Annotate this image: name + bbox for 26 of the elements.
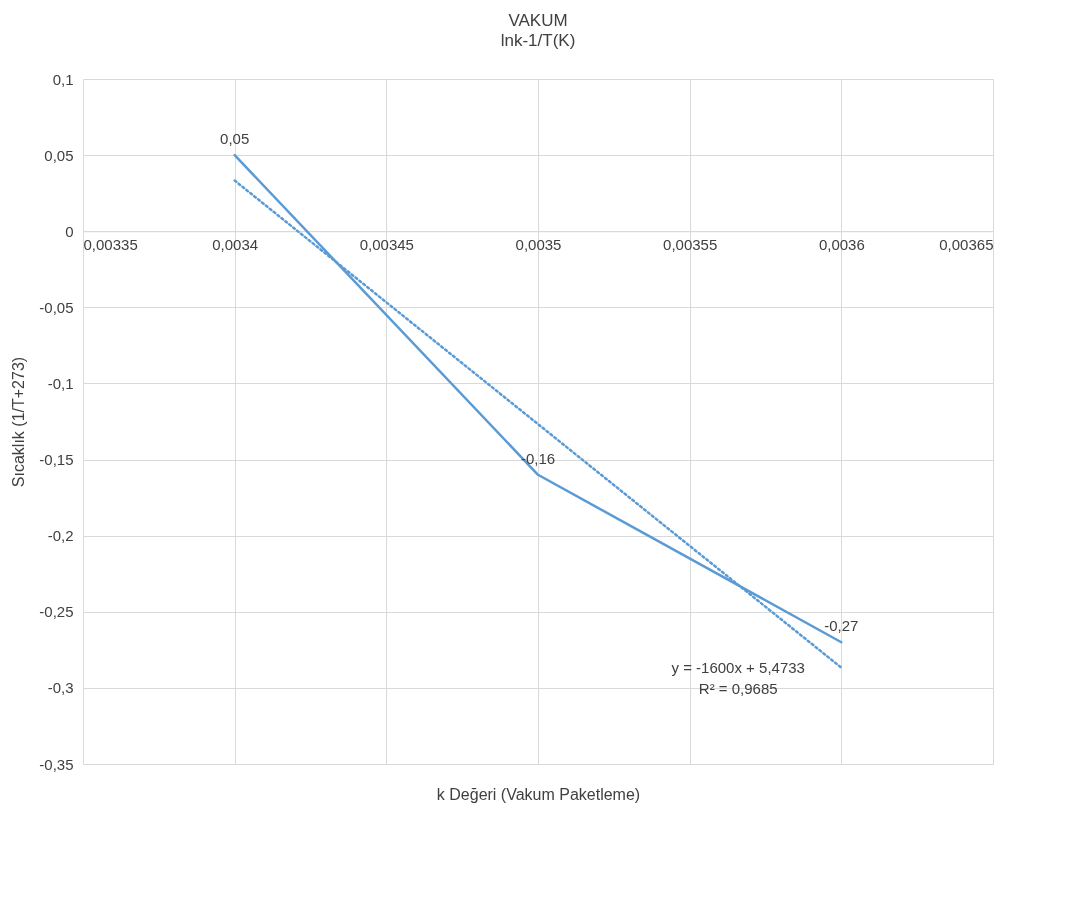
y-tick-label: -0,2 [47,527,74,545]
x-tick-label: 0,00345 [359,235,414,253]
annotation: y = -1600x + 5,4733 [671,659,805,677]
y-axis-title: Sıcaklık (1/T+273) [10,356,28,488]
x-tick-label: 0,0035 [515,235,562,253]
data-label: -0,16 [520,449,556,467]
x-tick-label: 0,00335 [83,235,138,253]
x-tick-label: 0,00355 [663,235,718,253]
chart-title: VAKUM [508,11,568,30]
y-tick-label: -0,35 [39,755,74,773]
chart-subtitle: lnk-1/T(K) [500,31,576,50]
annotation: R² = 0,9685 [698,680,778,698]
y-tick-label: -0,15 [39,451,74,469]
x-tick-label: 0,0036 [818,235,865,253]
y-tick-label: 0,1 [52,70,74,88]
x-axis-title: k Değeri (Vakum Paketleme) [436,785,641,803]
data-label: -0,27 [824,617,859,635]
x-tick-label: 0,0034 [212,235,259,253]
y-tick-label: -0,3 [47,679,74,697]
x-tick-label: 0,00365 [939,235,994,253]
y-tick-label: -0,25 [39,603,74,621]
data-label: 0,05 [220,130,250,148]
y-tick-label: 0 [65,222,74,240]
y-tick-label: -0,05 [39,298,74,316]
y-tick-label: 0,05 [44,146,74,164]
y-tick-label: -0,1 [47,374,74,392]
